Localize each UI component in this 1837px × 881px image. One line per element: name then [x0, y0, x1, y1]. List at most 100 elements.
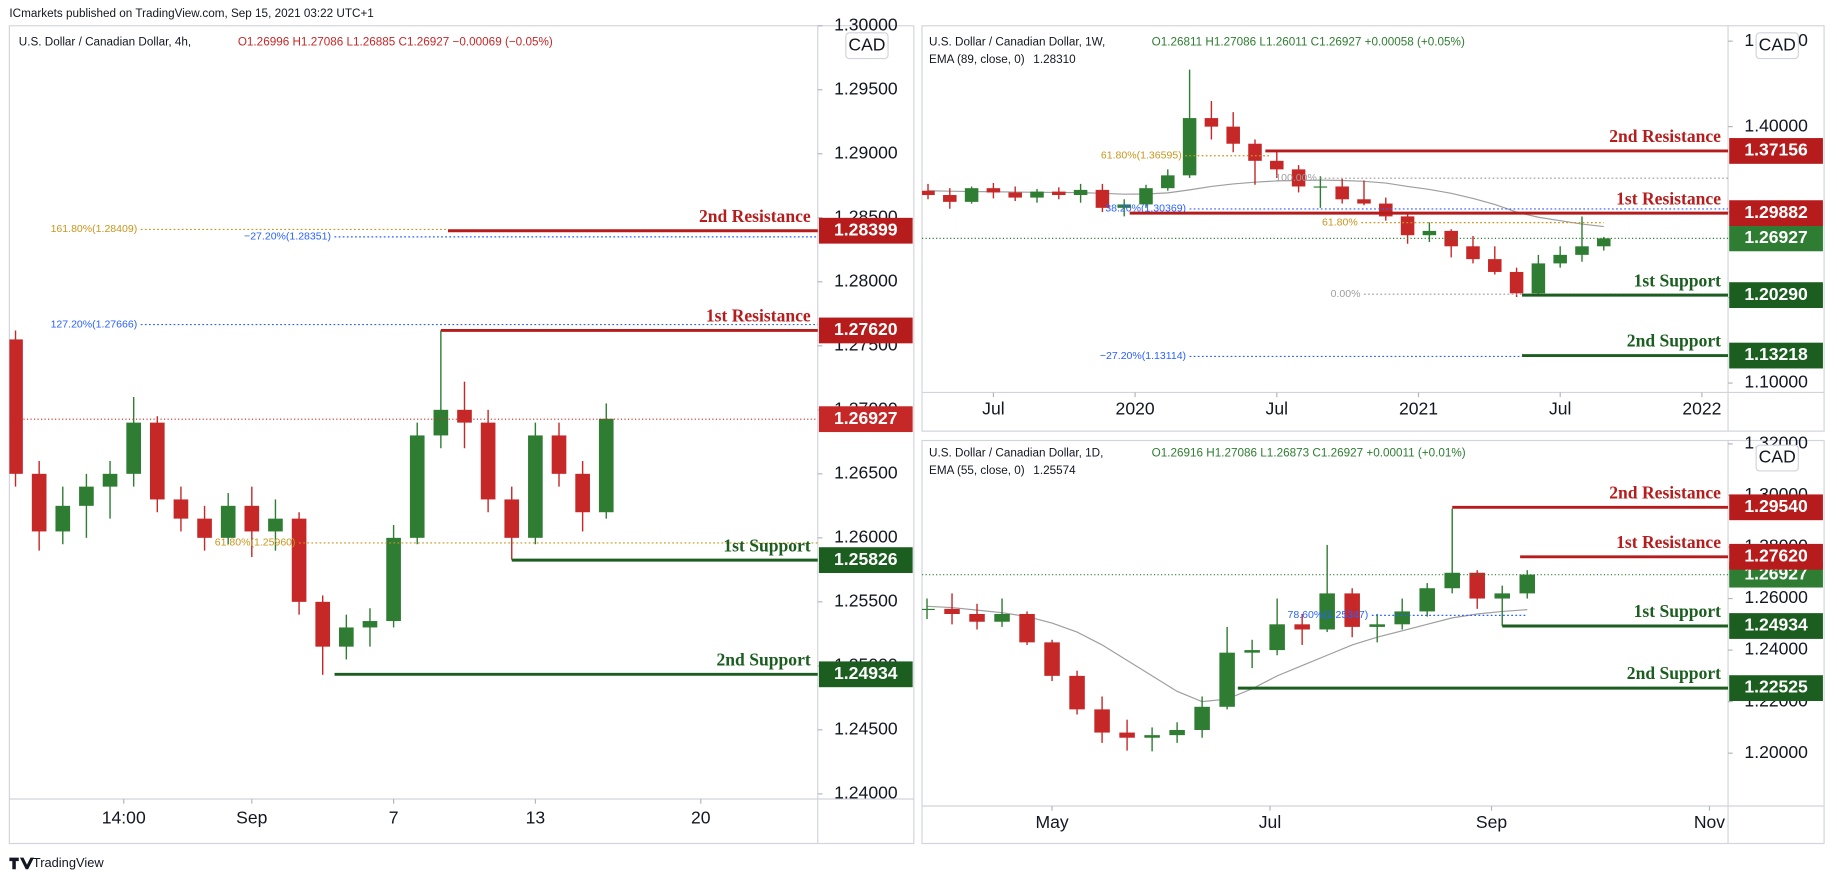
- level-name: 2nd Support: [1627, 331, 1721, 351]
- candle-body: [1052, 191, 1066, 196]
- candle-body: [244, 505, 260, 532]
- symbol-title: U.S. Dollar / Canadian Dollar, 4h,: [19, 35, 191, 48]
- fib-label: 127.20%(1.27666): [51, 318, 138, 330]
- fib-label: 61.80%(1.25960): [215, 537, 296, 549]
- candle-body: [1294, 624, 1310, 630]
- candle-body: [1204, 118, 1219, 127]
- ema-value: 1.25574: [1033, 464, 1076, 477]
- level-tag: [1729, 613, 1823, 639]
- symbol-title: U.S. Dollar / Canadian Dollar, 1W,: [929, 35, 1105, 48]
- candle-body: [1466, 246, 1480, 260]
- y-tick-label: 1.26000: [834, 526, 898, 546]
- candle-body: [1144, 735, 1160, 738]
- candle-body: [1269, 624, 1285, 651]
- fib-label: −27.20%(1.28351): [244, 231, 331, 243]
- last-price-tag: [818, 406, 913, 433]
- candle-body: [528, 435, 543, 538]
- x-tick-label: Nov: [1694, 812, 1725, 832]
- ema-name: EMA (55, close, 0): [929, 464, 1025, 477]
- candle-body: [268, 518, 283, 532]
- fib-label: 100.00%: [1275, 172, 1317, 184]
- candle-body: [409, 435, 425, 538]
- candle-body: [943, 195, 957, 202]
- candle-body: [944, 608, 960, 615]
- level-price: 1.24934: [1744, 615, 1808, 635]
- panel-frame: [8, 25, 915, 845]
- plot: [922, 69, 1611, 297]
- level-name: 1st Support: [1634, 270, 1722, 290]
- x-tick-label: Jul: [1266, 399, 1288, 419]
- candle-body: [922, 190, 935, 196]
- candle-body: [291, 518, 307, 602]
- candle-body: [986, 188, 1001, 193]
- candle-body: [149, 422, 165, 500]
- y-tick-label: 1.29000: [834, 142, 898, 162]
- x-tick-label: Sep: [1476, 812, 1507, 832]
- y-tick-label: 1.40000: [1744, 115, 1808, 135]
- candle-body: [9, 339, 23, 474]
- x-tick-label: Jul: [1259, 812, 1281, 832]
- candle-body: [1313, 186, 1328, 188]
- currency-box: [1755, 32, 1799, 60]
- y-tick-label: 1.28000: [834, 270, 898, 290]
- level-name: 2nd Support: [1627, 663, 1721, 683]
- candle-body: [362, 621, 378, 628]
- candle-body: [433, 409, 449, 436]
- panel-frame: [921, 25, 1825, 432]
- candle-body: [1226, 126, 1240, 144]
- candle-body: [1270, 160, 1284, 170]
- fib-label: 61.80%: [1322, 216, 1358, 228]
- x-tick-label: 20: [691, 808, 711, 828]
- y-tick-label: 1.24500: [834, 719, 898, 739]
- symbol-title: U.S. Dollar / Canadian Dollar, 1D,: [929, 446, 1103, 459]
- level-name: 1st Resistance: [706, 306, 811, 326]
- y-tick-label: 1.29500: [834, 78, 898, 98]
- last-price-tag: [1729, 225, 1823, 252]
- candle-body: [1509, 271, 1524, 294]
- y-tick-label: 1.24000: [1744, 639, 1808, 659]
- logo: [9, 857, 34, 870]
- level-price: 1.29540: [1744, 496, 1808, 516]
- level-name: 2nd Resistance: [1609, 126, 1721, 146]
- level-price: 1.29882: [1744, 202, 1808, 222]
- currency-label: CAD: [1759, 34, 1796, 54]
- last-price-label: 1.26927: [1744, 227, 1807, 247]
- last-price-label: 1.26927: [834, 408, 897, 428]
- candle-body: [1394, 611, 1410, 625]
- candle-body: [79, 486, 94, 506]
- fib-label: 78.60%(1.25347): [1288, 609, 1369, 621]
- panel-frame: [921, 439, 1825, 845]
- candle-body: [31, 473, 47, 532]
- candle-body: [315, 601, 331, 647]
- currency-box: [845, 32, 889, 60]
- candle-body: [504, 499, 520, 538]
- fib-label: −27.20%(1.13114): [1100, 350, 1186, 362]
- candle-body: [575, 473, 590, 513]
- candle-body: [964, 188, 979, 202]
- candle-body: [1117, 204, 1131, 208]
- x-tick-label: Sep: [236, 808, 267, 828]
- level-name: 2nd Support: [717, 649, 811, 669]
- level-name: 1st Support: [723, 535, 811, 555]
- candle-body: [1161, 175, 1175, 189]
- candle-body: [1069, 675, 1085, 710]
- y-tick-label: 1.24000: [834, 783, 898, 803]
- candle-body: [1030, 191, 1044, 198]
- y-tick-label: 1.26000: [1744, 587, 1808, 607]
- level-price: 1.27620: [1744, 545, 1808, 565]
- candle-body: [1422, 230, 1437, 236]
- candle-body: [197, 518, 212, 538]
- candle-body: [220, 505, 236, 538]
- level-tag: [1729, 543, 1823, 570]
- candle-body: [1094, 709, 1110, 733]
- level-price: 1.25826: [834, 549, 898, 569]
- level-price: 1.37156: [1744, 140, 1808, 160]
- plot: [922, 508, 1535, 752]
- level-name: 2nd Resistance: [699, 206, 811, 226]
- x-tick-label: May: [1035, 812, 1068, 832]
- level-price: 1.28399: [834, 219, 898, 239]
- candle-body: [1073, 189, 1088, 196]
- candle-body: [1194, 706, 1210, 730]
- x-tick-label: Jul: [1549, 399, 1571, 419]
